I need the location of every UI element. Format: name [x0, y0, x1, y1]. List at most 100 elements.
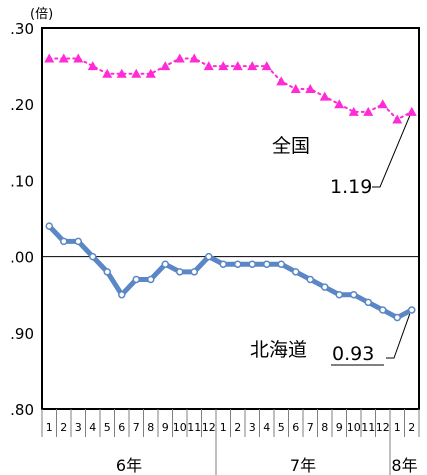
- series-layer: [44, 53, 417, 322]
- data-point: [379, 306, 387, 314]
- data-point: [161, 260, 169, 268]
- data-point: [189, 53, 200, 63]
- month-tick-label: 11: [187, 421, 201, 434]
- month-tick-label: 10: [347, 421, 361, 434]
- data-point: [60, 237, 68, 246]
- month-tick-label: 4: [89, 421, 96, 434]
- y-tick-label: .20: [10, 96, 34, 114]
- data-point: [147, 275, 155, 284]
- series-annotations: 全国 1.19 北海道 0.93: [250, 115, 411, 366]
- month-tick-label: 12: [202, 421, 216, 434]
- data-point: [234, 260, 242, 268]
- month-tick-label: 8: [147, 421, 154, 434]
- data-point: [218, 61, 229, 71]
- series-hokkaido: [45, 222, 416, 322]
- data-point: [116, 68, 127, 78]
- year-label: 6年: [116, 456, 142, 475]
- month-tick-label: 2: [234, 421, 241, 434]
- annotation: 北海道 0.93: [250, 313, 411, 366]
- annotation: 全国 1.19: [272, 115, 411, 198]
- y-tick-label: .80: [10, 401, 34, 419]
- data-point: [406, 106, 417, 116]
- month-tick-label: 9: [336, 421, 343, 434]
- annotation-value: 0.93: [332, 343, 374, 365]
- data-point: [408, 306, 416, 314]
- month-tick-label: 1: [220, 421, 227, 434]
- series-line: [48, 57, 413, 121]
- month-tick-label: 2: [60, 421, 67, 434]
- data-point: [263, 260, 271, 268]
- data-point: [292, 268, 300, 276]
- annotation-value: 1.19: [330, 176, 372, 198]
- data-point: [58, 53, 69, 63]
- data-point: [306, 275, 314, 284]
- data-point: [363, 106, 374, 116]
- data-point: [205, 252, 213, 261]
- month-tick-label: 7: [307, 421, 314, 434]
- month-tick-label: 7: [133, 421, 140, 434]
- data-point: [160, 61, 171, 71]
- data-point: [350, 290, 358, 299]
- data-point: [392, 114, 403, 124]
- data-point: [248, 260, 256, 268]
- data-point: [102, 68, 113, 78]
- data-point: [103, 268, 111, 276]
- data-point: [176, 268, 184, 276]
- month-tick-label: 3: [75, 421, 82, 434]
- y-axis-unit-label: (倍): [30, 7, 53, 22]
- data-point: [305, 83, 316, 93]
- data-point: [321, 283, 329, 291]
- series-national: [44, 53, 417, 124]
- data-point: [45, 222, 53, 230]
- y-tick-label: .90: [10, 325, 34, 343]
- month-tick-label: 2: [408, 421, 415, 434]
- data-point: [74, 237, 82, 246]
- data-point: [393, 313, 401, 322]
- data-point: [190, 268, 198, 276]
- month-tick-label: 10: [173, 421, 187, 434]
- month-tick-label: 1: [394, 421, 401, 434]
- data-point: [335, 290, 343, 299]
- data-point: [319, 91, 330, 101]
- data-point: [131, 68, 142, 78]
- data-point: [334, 99, 345, 109]
- data-point: [364, 298, 372, 307]
- month-tick-label: 4: [263, 421, 270, 434]
- data-point: [290, 83, 301, 93]
- year-label: 7年: [290, 456, 316, 475]
- x-axis: 1 2 3 4 5 6 7 8 9 10 11 12 1 2 3 4 5 6 7 8 9 10 11 12 1 26年 7年 8年: [41, 409, 420, 475]
- data-point: [203, 61, 214, 71]
- y-tick-label: .30: [10, 20, 34, 38]
- data-point: [247, 61, 258, 71]
- month-tick-label: 1: [46, 421, 53, 434]
- year-label: 8年: [391, 456, 417, 475]
- data-point: [89, 252, 97, 261]
- data-point: [232, 61, 243, 71]
- data-point: [348, 106, 359, 116]
- data-point: [145, 68, 156, 78]
- data-point: [73, 53, 84, 63]
- annotation-series-name: 全国: [272, 135, 310, 157]
- y-tick-label: .00: [10, 249, 34, 267]
- data-point: [118, 290, 126, 299]
- month-tick-label: 5: [104, 421, 111, 434]
- data-point: [44, 53, 55, 63]
- data-point: [377, 99, 388, 109]
- y-tick-label: .10: [10, 172, 34, 190]
- month-tick-label: 9: [162, 421, 169, 434]
- data-point: [87, 61, 98, 71]
- data-point: [174, 53, 185, 63]
- data-point: [276, 76, 287, 86]
- data-point: [261, 61, 272, 71]
- data-point: [219, 260, 227, 268]
- annotation-series-name: 北海道: [250, 339, 307, 361]
- month-tick-label: 6: [292, 421, 299, 434]
- month-tick-label: 3: [249, 421, 256, 434]
- month-tick-label: 11: [361, 421, 375, 434]
- annotation-leader-line: [372, 115, 411, 188]
- data-point: [132, 275, 140, 284]
- month-tick-label: 5: [278, 421, 285, 434]
- y-axis-ticks: .80 .90 .00 .10 .20 .30: [10, 20, 34, 419]
- month-tick-label: 12: [376, 421, 390, 434]
